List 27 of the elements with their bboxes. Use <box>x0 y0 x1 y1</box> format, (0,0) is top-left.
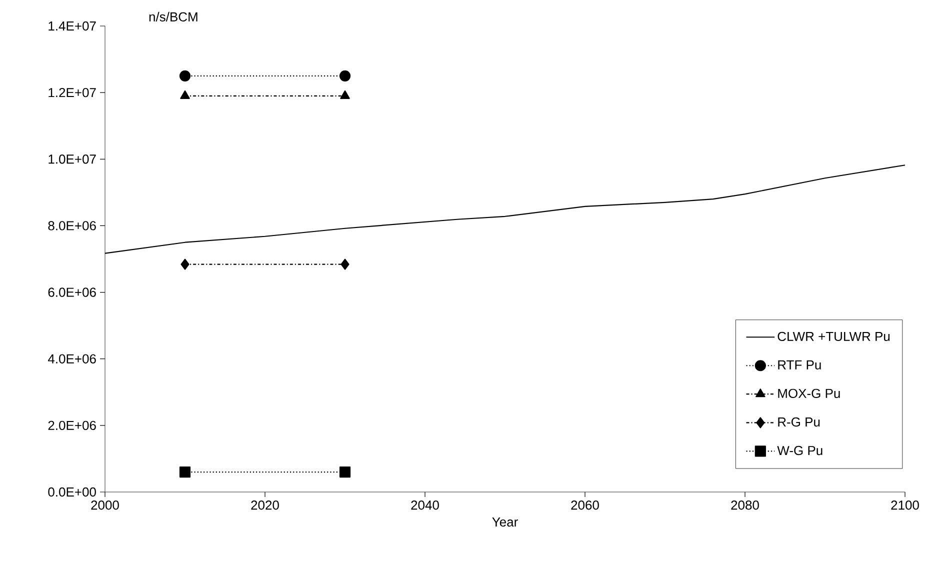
legend-label: W-G Pu <box>777 446 822 456</box>
legend-label: R-G Pu <box>778 417 820 427</box>
y-axis-title: n/s/BCM <box>149 12 198 22</box>
y-tick-label: 1.2E+07 <box>48 88 96 98</box>
y-tick-label: 2.0E+06 <box>48 420 96 430</box>
point <box>340 258 350 270</box>
y-tick-label: 4.0E+06 <box>48 354 96 364</box>
point <box>339 466 351 478</box>
y-tick-label: 8.0E+06 <box>48 221 96 230</box>
y-tick-label: 6.0E+06 <box>48 288 96 297</box>
legend-label: CLWR +TULWR Pu <box>778 332 890 342</box>
legend-label: MOX-G Pu <box>778 388 840 398</box>
point <box>180 258 190 270</box>
x-tick-label: 2020 <box>251 500 279 510</box>
point <box>339 70 351 82</box>
x-tick-label: 2080 <box>731 500 759 510</box>
x-tick-label: 2100 <box>891 500 919 510</box>
x-tick-label: 2040 <box>411 500 439 510</box>
y-tick-label: 1.4E+07 <box>48 21 96 31</box>
x-axis-title: Year <box>492 518 518 527</box>
x-tick-label: 2060 <box>571 500 599 510</box>
point <box>179 70 191 82</box>
y-tick-label: 1.0E+07 <box>48 154 96 164</box>
legend-label: RTF Pu <box>778 360 821 370</box>
point <box>179 466 191 478</box>
x-tick-label: 2000 <box>91 500 119 510</box>
y-tick-label: 0.0E+00 <box>48 487 96 497</box>
